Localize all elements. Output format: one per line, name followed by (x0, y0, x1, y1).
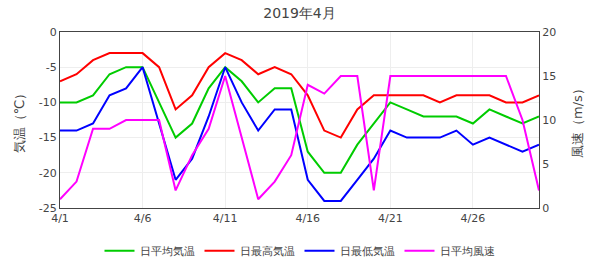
svg-text:0: 0 (50, 26, 57, 39)
svg-text:4/26: 4/26 (461, 212, 486, 225)
svg-text:日平均風速: 日平均風速 (440, 245, 495, 258)
svg-text:5: 5 (542, 158, 549, 171)
svg-text:4/16: 4/16 (295, 212, 320, 225)
svg-text:4/21: 4/21 (378, 212, 403, 225)
svg-text:日平均気温: 日平均気温 (140, 245, 195, 258)
svg-text:風速（m/s）: 風速（m/s） (570, 82, 585, 158)
svg-text:4/6: 4/6 (134, 212, 152, 225)
svg-text:-25: -25 (39, 202, 57, 215)
svg-text:日最高気温: 日最高気温 (240, 245, 295, 258)
svg-text:10: 10 (542, 114, 556, 127)
svg-text:4/11: 4/11 (213, 212, 238, 225)
svg-text:-15: -15 (39, 131, 57, 144)
svg-text:気温（℃）: 気温（℃） (12, 87, 27, 154)
svg-text:4/1: 4/1 (51, 212, 69, 225)
svg-text:-10: -10 (39, 96, 57, 109)
svg-text:日最低気温: 日最低気温 (340, 245, 395, 258)
svg-text:0: 0 (542, 202, 549, 215)
svg-text:15: 15 (542, 70, 556, 83)
svg-text:2019年4月: 2019年4月 (263, 5, 336, 21)
svg-text:20: 20 (542, 26, 556, 39)
svg-text:-20: -20 (39, 167, 57, 180)
svg-text:-5: -5 (46, 61, 57, 74)
